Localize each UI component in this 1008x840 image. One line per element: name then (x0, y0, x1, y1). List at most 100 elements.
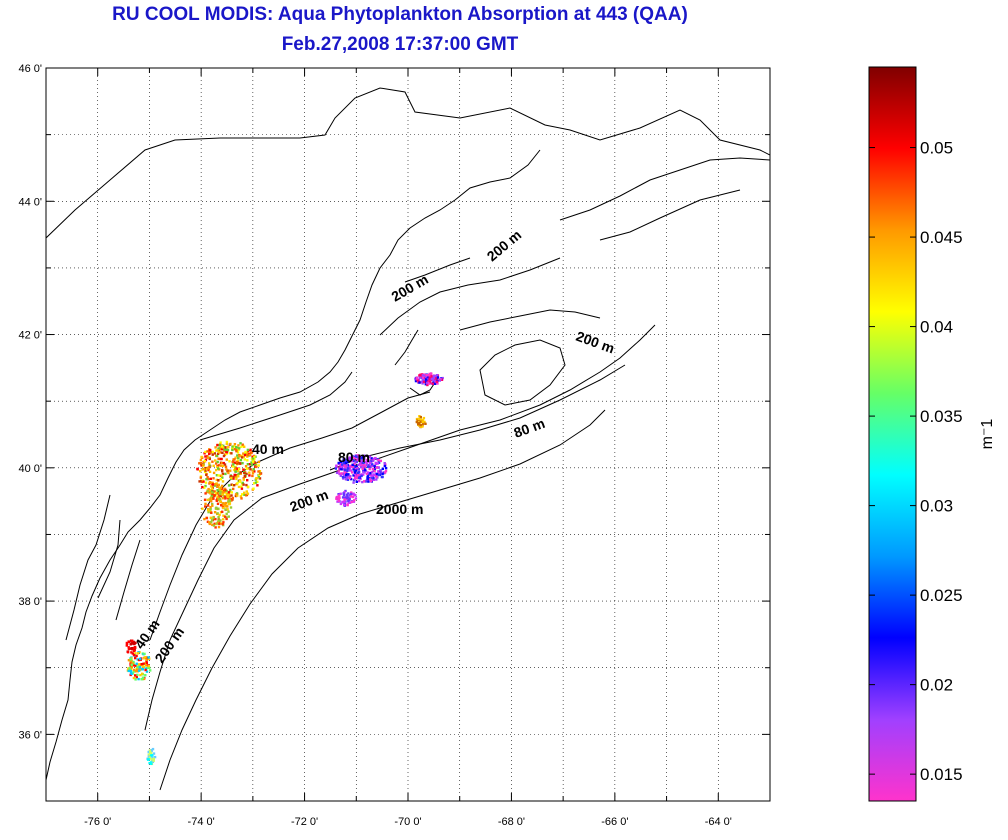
absorption-pixel (436, 374, 439, 377)
absorption-pixel (424, 375, 427, 379)
absorption-pixel (148, 756, 151, 759)
absorption-pixel (212, 524, 216, 527)
absorption-pixel (346, 494, 349, 498)
absorption-pixel (221, 497, 224, 500)
absorption-pixel (137, 663, 140, 666)
absorption-pixel (352, 458, 355, 462)
absorption-pixel (234, 456, 237, 459)
absorption-pixel (136, 670, 139, 673)
absorption-pixel (220, 474, 223, 477)
absorption-pixel (355, 477, 359, 480)
absorption-pixel (238, 447, 241, 450)
absorption-pixel (428, 372, 431, 376)
absorption-pixel (217, 467, 220, 470)
absorption-pixel (352, 468, 355, 471)
absorption-pixel (352, 474, 355, 477)
absorption-pixel (253, 457, 256, 461)
absorption-pixel (435, 376, 438, 379)
absorption-pixel (219, 500, 222, 503)
absorption-pixel (209, 506, 212, 509)
absorption-pixel (358, 455, 361, 458)
absorption-pixel (362, 459, 365, 463)
coastline-main (46, 149, 541, 781)
absorption-pixel (357, 463, 360, 467)
absorption-pixel (132, 660, 135, 664)
absorption-pixel (365, 458, 369, 462)
absorption-pixel (236, 454, 239, 457)
absorption-pixel (246, 455, 249, 458)
absorption-pixel (196, 467, 199, 471)
absorption-pixel (361, 467, 364, 470)
absorption-pixel (241, 493, 244, 496)
absorption-pixel (418, 381, 421, 384)
absorption-pixel (421, 376, 425, 379)
absorption-pixel (225, 452, 228, 456)
absorption-pixel (227, 500, 230, 503)
absorption-pixel (230, 452, 233, 455)
absorption-pixel (231, 465, 234, 468)
absorption-pixel (238, 480, 242, 483)
absorption-pixel (367, 471, 370, 474)
absorption-pixel (357, 476, 361, 480)
absorption-pixel (217, 449, 221, 452)
absorption-pixel (152, 752, 156, 755)
absorption-pixel (150, 758, 153, 761)
absorption-pixel (356, 454, 359, 457)
absorption-pixel (132, 676, 136, 680)
map-grid (46, 68, 770, 801)
absorption-pixel (220, 484, 224, 488)
absorption-pixel (212, 477, 215, 480)
absorption-pixel (225, 489, 228, 493)
absorption-pixel (222, 454, 226, 458)
absorption-pixel (363, 454, 366, 457)
absorption-pixel (216, 521, 220, 524)
absorption-pixel (384, 469, 388, 473)
absorption-pixel (342, 467, 346, 470)
absorption-pixel (363, 480, 366, 483)
absorption-pixel (424, 422, 427, 425)
absorption-pixel (227, 510, 230, 513)
colorbar-tick-label: 0.02 (920, 676, 953, 695)
absorption-pixel (377, 460, 380, 463)
absorption-pixel (220, 457, 223, 461)
absorption-pixel (130, 666, 133, 669)
absorption-pixel (216, 443, 219, 447)
absorption-pixel (208, 462, 211, 465)
absorption-pixel (419, 418, 423, 421)
absorption-pixel (348, 476, 352, 480)
absorption-pixel (233, 475, 237, 478)
absorption-pixel (129, 671, 133, 674)
absorption-pixel (258, 473, 261, 477)
absorption-pixel (207, 510, 210, 514)
absorption-pixel (350, 500, 353, 504)
absorption-pixel (204, 505, 207, 508)
absorption-pixel (375, 475, 378, 478)
absorption-pixel (354, 497, 358, 500)
absorption-pixel (149, 669, 152, 672)
absorption-pixel (359, 462, 362, 465)
absorption-pixel (422, 416, 426, 420)
absorption-pixel (421, 419, 425, 422)
absorption-pixel (225, 517, 228, 521)
absorption-pixel (346, 503, 349, 507)
absorption-pixel (254, 481, 258, 484)
absorption-pixel (381, 475, 384, 479)
absorption-pixel (377, 466, 380, 469)
contour-80m (329, 364, 626, 471)
absorption-pixel (150, 749, 153, 753)
absorption-pixel (225, 458, 228, 461)
absorption-pixel (371, 467, 375, 471)
absorption-pixel (128, 666, 131, 670)
absorption-pixel (426, 381, 429, 385)
absorption-pixel (132, 664, 135, 667)
absorption-pixel (135, 676, 138, 679)
absorption-pixel (199, 458, 203, 462)
x-tick-label: -74 0' (188, 816, 215, 828)
absorption-pixel (201, 464, 205, 467)
absorption-pixel (221, 493, 225, 496)
absorption-pixel (203, 498, 207, 501)
absorption-pixel (145, 660, 148, 663)
absorption-pixel (254, 462, 258, 465)
absorption-pixel (214, 507, 218, 510)
